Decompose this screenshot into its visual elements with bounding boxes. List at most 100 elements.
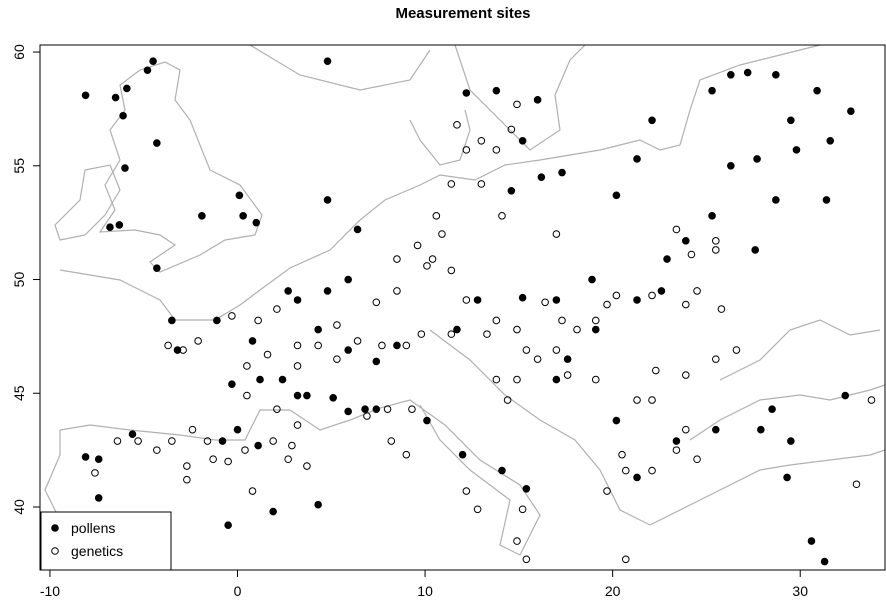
site-point (363, 412, 371, 420)
legend-label: genetics (71, 543, 123, 559)
site-point (252, 218, 261, 227)
site-point (633, 155, 641, 163)
site-point (134, 437, 142, 445)
site-point (712, 355, 720, 363)
site-point (333, 355, 341, 363)
site-point (687, 250, 696, 259)
site-point (256, 375, 264, 384)
site-point (143, 66, 152, 75)
site-point (727, 70, 735, 79)
site-point (751, 246, 760, 254)
site-point (81, 91, 90, 100)
site-point (503, 396, 512, 404)
site-point (712, 425, 720, 434)
site-point (402, 341, 411, 350)
site-point (483, 330, 491, 338)
site-point (94, 494, 103, 502)
legend-marker (51, 547, 59, 555)
y-tick-label: 60 (11, 44, 27, 60)
site-point (183, 462, 191, 470)
site-point (293, 341, 302, 350)
site-point (591, 316, 600, 325)
site-point (708, 86, 716, 95)
site-point (513, 537, 521, 545)
site-point (462, 296, 471, 304)
site-point (273, 305, 281, 313)
site-point (248, 337, 257, 345)
site-point (453, 121, 461, 129)
site-point (228, 312, 236, 320)
site-point (173, 346, 182, 354)
site-point (552, 375, 561, 384)
site-point (603, 487, 611, 495)
site-point (822, 196, 831, 204)
x-tick-label: 30 (792, 583, 808, 599)
x-tick-label: 0 (234, 583, 242, 599)
site-point (168, 316, 176, 325)
site-point (807, 537, 816, 545)
y-tick-label: 40 (11, 499, 27, 515)
site-point (188, 425, 197, 434)
site-point (648, 291, 656, 300)
site-point (792, 146, 801, 154)
site-point (344, 275, 352, 284)
site-point (119, 111, 127, 120)
site-point (314, 325, 322, 334)
site-point (428, 255, 437, 263)
site-point (783, 473, 791, 482)
site-point (591, 325, 600, 334)
site-point (213, 316, 221, 325)
site-point (513, 100, 521, 109)
site-point (413, 241, 422, 250)
site-point (663, 255, 671, 263)
site-point (621, 555, 630, 564)
site-point (867, 396, 876, 404)
site-point (558, 316, 566, 325)
site-point (417, 330, 426, 338)
site-point (648, 466, 656, 475)
site-point (477, 180, 486, 188)
site-point (209, 455, 217, 464)
site-point (423, 416, 431, 425)
site-point (372, 298, 381, 307)
site-point (303, 462, 311, 470)
site-point (651, 366, 660, 375)
site-point (533, 96, 542, 104)
site-point (447, 266, 456, 275)
site-point (81, 453, 90, 461)
site-point (492, 316, 501, 325)
site-point (492, 146, 501, 154)
site-point (672, 437, 681, 445)
site-point (111, 93, 120, 102)
site-point (841, 391, 850, 400)
site-point (164, 341, 172, 350)
site-point (269, 507, 277, 516)
site-point (269, 437, 277, 445)
site-point (820, 557, 829, 566)
site-point (353, 337, 362, 345)
site-point (284, 455, 292, 464)
site-point (458, 450, 467, 459)
site-point (772, 70, 780, 79)
site-point (344, 346, 352, 354)
site-point (383, 405, 392, 413)
site-point (712, 246, 720, 254)
y-tick-label: 45 (11, 385, 27, 401)
site-point (123, 84, 131, 93)
site-point (233, 425, 242, 434)
site-point (218, 437, 227, 445)
site-point (198, 212, 206, 220)
site-point (621, 466, 630, 475)
site-point (91, 469, 99, 477)
site-point (682, 300, 690, 309)
site-point (387, 437, 396, 445)
site-point (168, 437, 176, 445)
site-point (248, 487, 257, 495)
site-point (314, 500, 322, 509)
site-point (672, 225, 681, 234)
site-point (768, 405, 776, 413)
site-point (408, 405, 416, 413)
site-point (682, 237, 690, 245)
site-point (498, 212, 506, 220)
site-point (657, 287, 666, 295)
